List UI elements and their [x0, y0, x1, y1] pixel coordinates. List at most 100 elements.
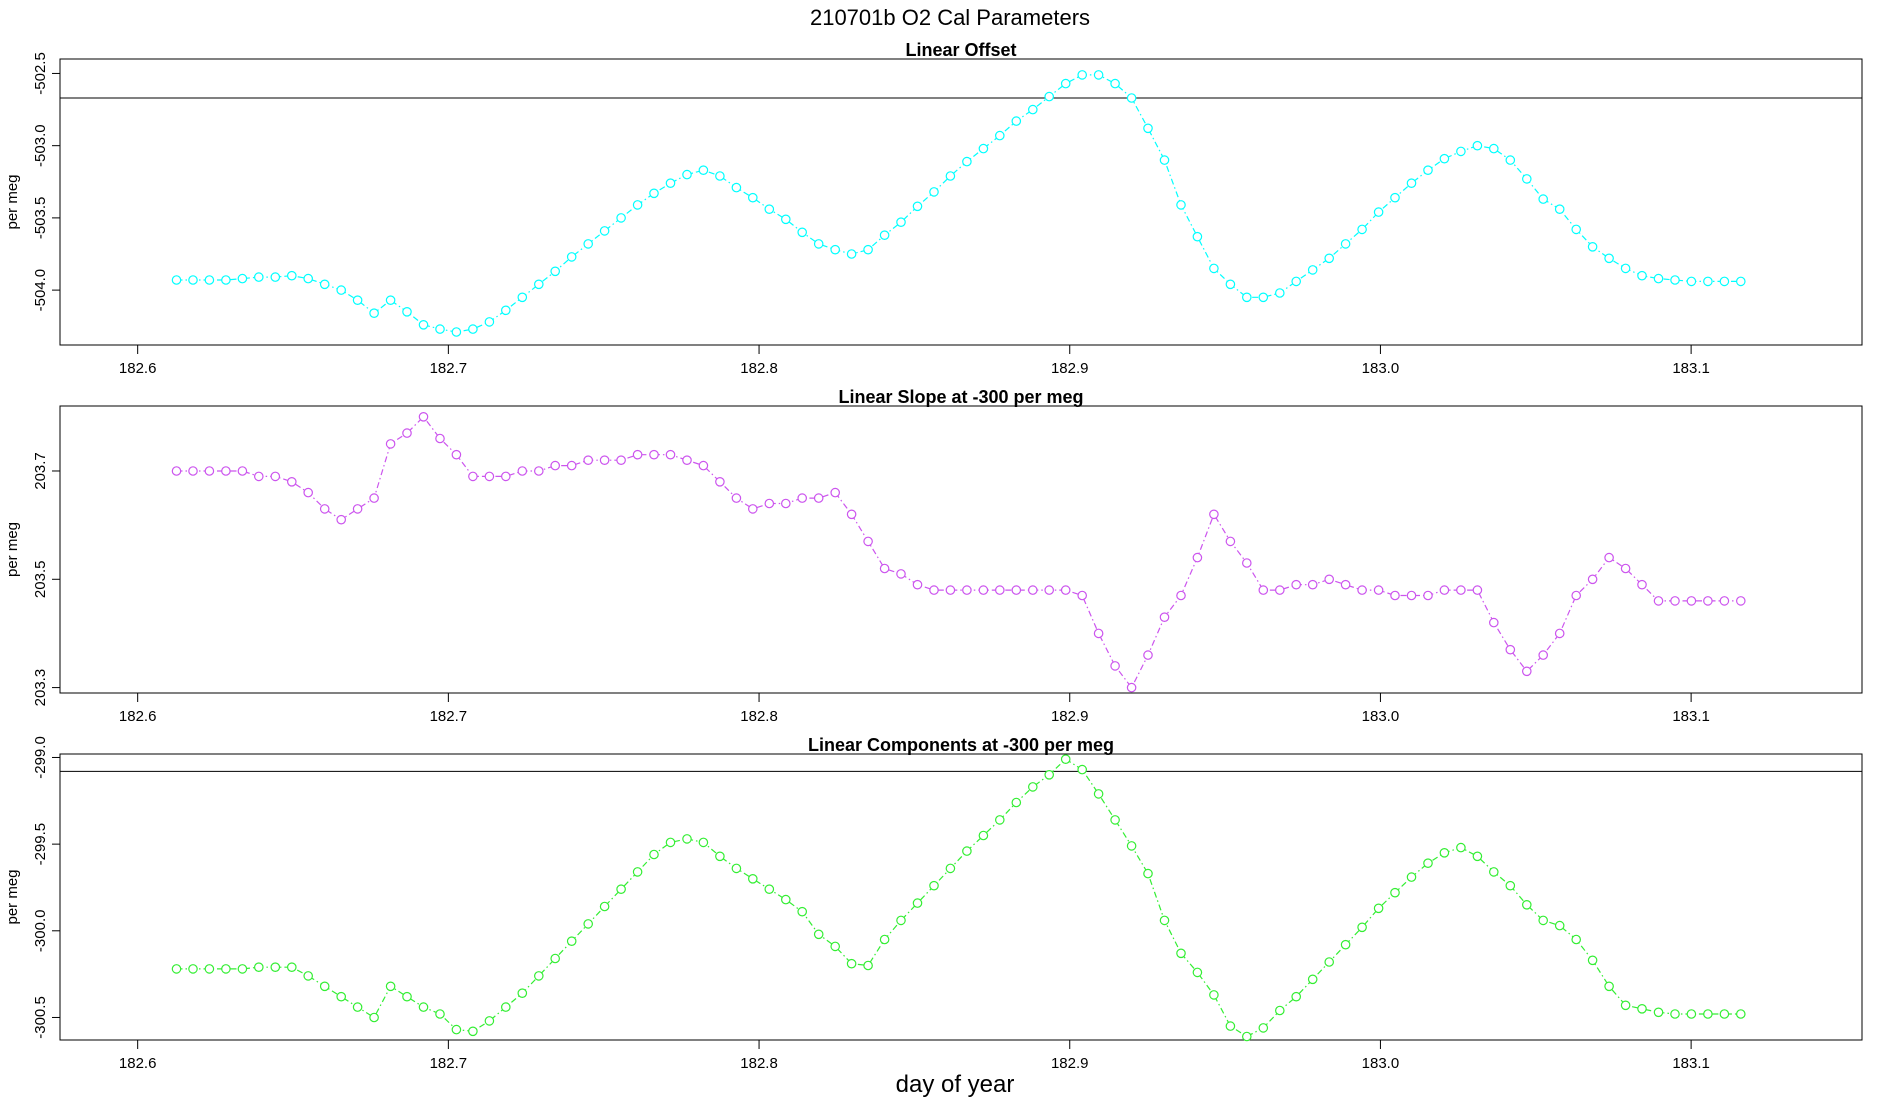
- chart-3-data-point: [1126, 841, 1137, 851]
- chart-1-data-point: [1357, 224, 1367, 235]
- chart-1-data-point: [731, 182, 742, 193]
- chart-3-data-point: [1110, 815, 1120, 825]
- chart-1-data-point: [1456, 146, 1466, 157]
- chart-2-data-point: [385, 439, 396, 449]
- chart-2-data-point: [1620, 563, 1631, 574]
- chart-2-data-point: [682, 455, 692, 465]
- chart-3-data-point: [1670, 1009, 1680, 1019]
- chart-1-data-point: [500, 305, 511, 316]
- chart-2-data-point: [797, 493, 807, 503]
- chart-1-x-tick-label: 182.9: [1051, 360, 1089, 377]
- chart-1-series-line: [176, 74, 1741, 333]
- chart-2-data-point: [204, 466, 215, 476]
- chart-1-data-point: [237, 273, 248, 284]
- chart-3-data-point: [1324, 957, 1334, 967]
- chart-3-data-point: [1587, 955, 1598, 966]
- chart-1-data-point: [994, 130, 1005, 141]
- chart-1-data-point: [517, 292, 528, 303]
- chart-2-plot-frame: [59, 405, 1863, 694]
- chart-3-data-point: [682, 834, 692, 844]
- chart-2-data-point: [698, 460, 709, 471]
- chart-3-data-point: [352, 1002, 363, 1012]
- chart-2-data-point: [665, 449, 676, 460]
- chart-2-data-point: [1604, 552, 1614, 563]
- chart-3-data-point: [1258, 1023, 1269, 1033]
- chart-3: Linear Components at -300 per meg 182.6 18…: [4, 735, 1863, 1072]
- chart-1-data-point: [1670, 275, 1680, 285]
- chart-2-y-axis-label: per meg: [4, 522, 21, 577]
- chart-1-data-point: [1686, 276, 1697, 287]
- chart-2: Linear Slope at -300 per meg 182.6 182.7 18…: [4, 387, 1863, 725]
- chart-2-data-point: [500, 471, 511, 482]
- chart-1-data-point: [533, 279, 544, 290]
- chart-3-data-point: [1143, 868, 1153, 879]
- chart-3-data-point: [1044, 769, 1054, 780]
- chart-2-data-point: [879, 563, 890, 574]
- chart-2-data-point: [402, 428, 412, 438]
- chart-1-data-point: [1011, 116, 1022, 126]
- chart-2-data-point: [1242, 558, 1252, 568]
- chart-3-data-point: [1225, 1021, 1236, 1031]
- chart-1-data-point: [1192, 231, 1203, 242]
- chart-2-data-point: [1275, 585, 1285, 595]
- chart-3-plot-frame: [59, 753, 1863, 1041]
- chart-2-data-point: [1505, 644, 1516, 655]
- chart-1-data-point: [1406, 178, 1417, 188]
- chart-1-y-tick-label: -503.0: [32, 124, 49, 167]
- chart-2-data-point: [566, 460, 577, 471]
- chart-1-data-point: [1505, 155, 1516, 165]
- chart-2-y-tick-label: 203.3: [32, 669, 49, 707]
- chart-2-data-point: [994, 585, 1005, 595]
- chart-3-data-point: [204, 964, 215, 974]
- chart-3-data-point: [1439, 847, 1450, 858]
- chart-1-x-tick-label: 183.0: [1362, 360, 1400, 377]
- chart-2-x-tick-label: 182.9: [1051, 708, 1089, 725]
- chart-2-data-point: [912, 579, 923, 590]
- chart-3-data-point: [945, 863, 956, 874]
- chart-3-data-point: [665, 837, 676, 848]
- chart-2-x-tick-label: 182.8: [740, 708, 778, 725]
- chart-1-data-point: [616, 213, 626, 223]
- chart-2-data-point: [303, 487, 313, 498]
- chart-3-data-point: [912, 898, 923, 908]
- chart-1-data-point: [583, 239, 593, 249]
- chart-1-title: Linear Offset: [905, 40, 1016, 60]
- chart-2-data-point: [846, 509, 857, 520]
- chart-2-y-tick-label: 203.7: [32, 452, 49, 490]
- chart-2-data-point: [1406, 590, 1417, 601]
- chart-2-data-point: [286, 476, 297, 487]
- chart-1-data-point: [566, 252, 577, 262]
- chart-1: Linear Offset 182.6 182.7 182.8 182.9 183.0 18…: [4, 40, 1863, 377]
- chart-1-data-point: [1472, 140, 1483, 151]
- chart-1-data-point: [418, 319, 429, 330]
- chart-2-data-point: [1637, 579, 1647, 590]
- chart-2-x-tick-label: 183.1: [1672, 708, 1710, 725]
- chart-2-data-point: [336, 514, 346, 525]
- chart-2-data-point: [435, 433, 445, 444]
- chart-2-data-point: [929, 585, 939, 595]
- chart-2-x-tick-label: 182.6: [119, 708, 157, 725]
- chart-3-data-point: [1077, 764, 1087, 775]
- chart-3-data-point: [698, 837, 709, 848]
- chart-1-data-point: [270, 272, 281, 282]
- chart-1-data-point: [1307, 265, 1318, 275]
- chart-3-data-point: [402, 991, 412, 1002]
- chart-1-data-point: [171, 275, 182, 285]
- chart-2-data-point: [1307, 579, 1318, 590]
- chart-1-plot-frame: [59, 58, 1863, 346]
- chart-3-data-point: [468, 1026, 478, 1037]
- chart-2-data-point: [978, 585, 989, 595]
- chart-3-data-point: [1489, 867, 1499, 877]
- chart-3-data-point: [994, 815, 1005, 825]
- chart-1-data-point: [1373, 207, 1384, 217]
- chart-1-y-tick-label: -503.5: [32, 197, 49, 240]
- chart-1-data-point: [747, 192, 758, 203]
- chart-3-data-point: [896, 915, 906, 926]
- figure-title: 210701b O2 Cal Parameters: [810, 5, 1090, 30]
- chart-3-data-point: [1275, 1005, 1285, 1016]
- chart-2-data-point: [1373, 585, 1384, 595]
- chart-3-data-point: [1307, 974, 1318, 985]
- chart-3-data-point: [533, 971, 544, 981]
- chart-3-data-point: [1653, 1007, 1664, 1018]
- chart-2-series-line: [176, 415, 1741, 689]
